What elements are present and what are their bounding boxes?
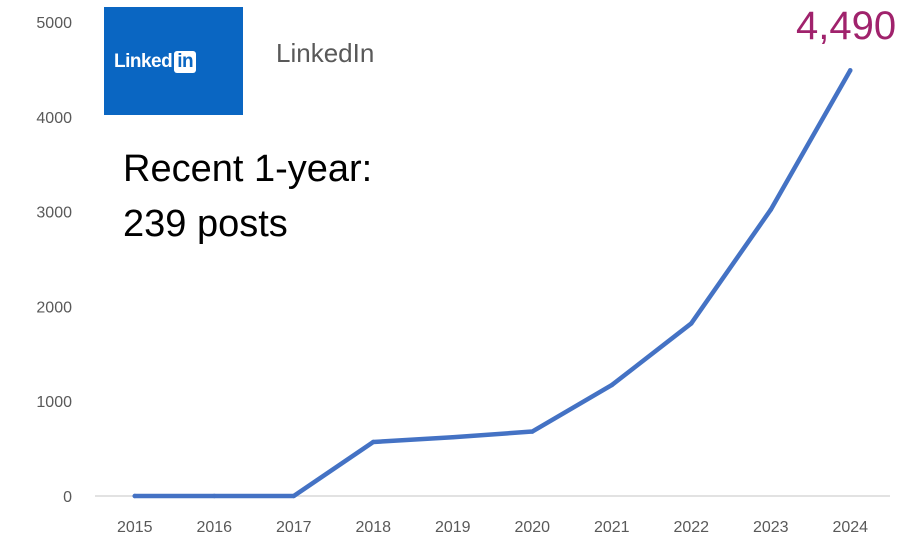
data-point [132,493,137,499]
recent-annotation-line2: 239 posts [123,203,288,245]
x-tick-label: 2020 [514,519,550,536]
x-tick-label: 2017 [276,519,312,536]
y-axis-tick-labels: 0 1000 2000 3000 4000 5000 [36,15,72,506]
x-tick-label: 2024 [832,519,868,536]
linkedin-logo: Linked in [104,7,243,115]
y-tick-label: 2000 [36,299,72,316]
last-value-label: 4,490 [796,4,897,48]
recent-annotation-line1: Recent 1-year: [123,148,373,190]
brand-name-label: LinkedIn [276,38,375,68]
x-tick-label: 2016 [196,519,232,536]
y-tick-label: 0 [63,489,72,506]
x-axis-tick-labels: 2015 2016 2017 2018 2019 2020 2021 2022 2023 2024 [117,519,868,536]
x-tick-label: 2018 [355,519,391,536]
data-point [212,493,217,499]
data-point [530,429,535,434]
x-tick-label: 2021 [594,519,630,536]
x-tick-label: 2023 [753,519,789,536]
x-tick-label: 2019 [435,519,471,536]
logo-text-in: in [174,51,197,73]
linkedin-logo-wordmark: Linked in [114,51,197,73]
series-group [132,68,853,499]
data-point [450,435,455,440]
data-point [768,207,773,212]
data-point [609,382,614,388]
data-point [689,321,694,326]
y-tick-label: 5000 [36,15,72,32]
logo-text-linked: Linked [114,51,173,72]
data-point [291,493,296,499]
series-line [132,68,853,499]
y-tick-label: 3000 [36,205,72,222]
x-tick-label: 2022 [673,519,709,536]
x-tick-label: 2015 [117,519,153,536]
data-point [371,439,376,445]
data-point [848,68,853,73]
y-tick-label: 4000 [36,110,72,127]
y-tick-label: 1000 [36,394,72,411]
